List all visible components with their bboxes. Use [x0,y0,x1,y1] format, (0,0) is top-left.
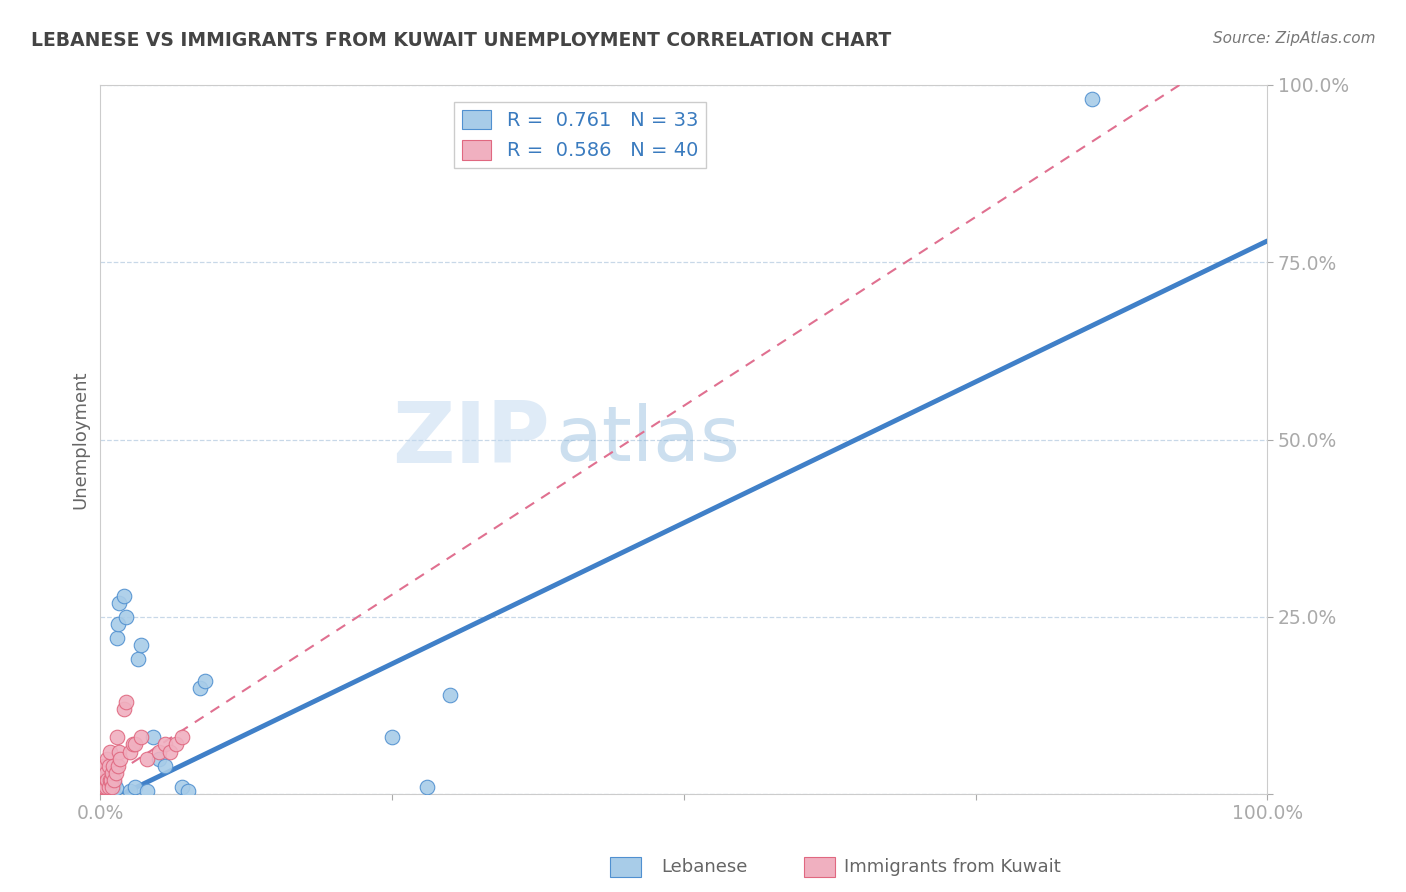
Point [96,781,118,796]
Point [115,695,138,709]
Point [90,772,112,787]
Point [103,783,125,797]
Point [170,780,193,794]
Point [93,765,115,780]
Point [108,751,131,765]
Point [104,781,127,796]
Point [148,745,170,759]
Text: Lebanese: Lebanese [661,858,747,876]
Point [93,780,115,794]
Point [112,589,135,603]
Point [91,780,114,794]
Point [105,631,128,645]
Point [101,780,124,794]
Text: Immigrants from Kuwait: Immigrants from Kuwait [844,858,1060,876]
Point [90,780,112,794]
Point [148,751,170,765]
Point [115,609,138,624]
Point [159,745,181,759]
Point [107,616,129,631]
Point [188,681,211,695]
Point [122,738,145,752]
Point [136,751,159,765]
Point [1081,92,1104,106]
Text: LEBANESE VS IMMIGRANTS FROM KUWAIT UNEMPLOYMENT CORRELATION CHART: LEBANESE VS IMMIGRANTS FROM KUWAIT UNEMP… [31,31,891,50]
Point [170,731,193,745]
Point [108,596,131,610]
Point [96,772,118,787]
Point [98,783,121,797]
Point [100,772,122,787]
Text: ZIP: ZIP [392,398,550,481]
Point [127,652,149,666]
Point [97,779,120,793]
Point [439,688,461,702]
Point [177,783,200,797]
Point [118,783,141,797]
Point [124,738,146,752]
Point [118,745,141,759]
Point [107,758,129,772]
Point [142,731,165,745]
Point [96,751,118,765]
Point [112,702,135,716]
Point [416,780,439,794]
Legend: R =  0.761   N = 33, R =  0.586   N = 40: R = 0.761 N = 33, R = 0.586 N = 40 [454,102,706,168]
Point [91,781,114,796]
Point [91,758,114,772]
Point [94,783,117,797]
Point [90,765,112,780]
Point [96,780,118,794]
Point [91,772,114,787]
Point [136,783,159,797]
Point [124,780,146,794]
Point [94,758,117,772]
Text: Source: ZipAtlas.com: Source: ZipAtlas.com [1212,31,1375,46]
Point [103,772,125,787]
Point [153,758,176,772]
Point [101,765,124,780]
Point [381,731,404,745]
Point [129,638,152,652]
Point [93,780,115,794]
Point [129,731,152,745]
Point [105,731,128,745]
Point [103,758,125,772]
Point [98,745,121,759]
Text: atlas: atlas [555,402,741,476]
Point [101,780,124,794]
Point [153,738,176,752]
Point [90,783,112,797]
Point [98,772,121,787]
Point [96,765,118,780]
Point [103,776,125,790]
Point [108,745,131,759]
Point [94,772,117,787]
Point [96,776,118,790]
Point [97,780,120,794]
Point [104,765,127,780]
Point [97,758,120,772]
Point [165,738,187,752]
Y-axis label: Unemployment: Unemployment [72,370,89,508]
Point [194,673,217,688]
